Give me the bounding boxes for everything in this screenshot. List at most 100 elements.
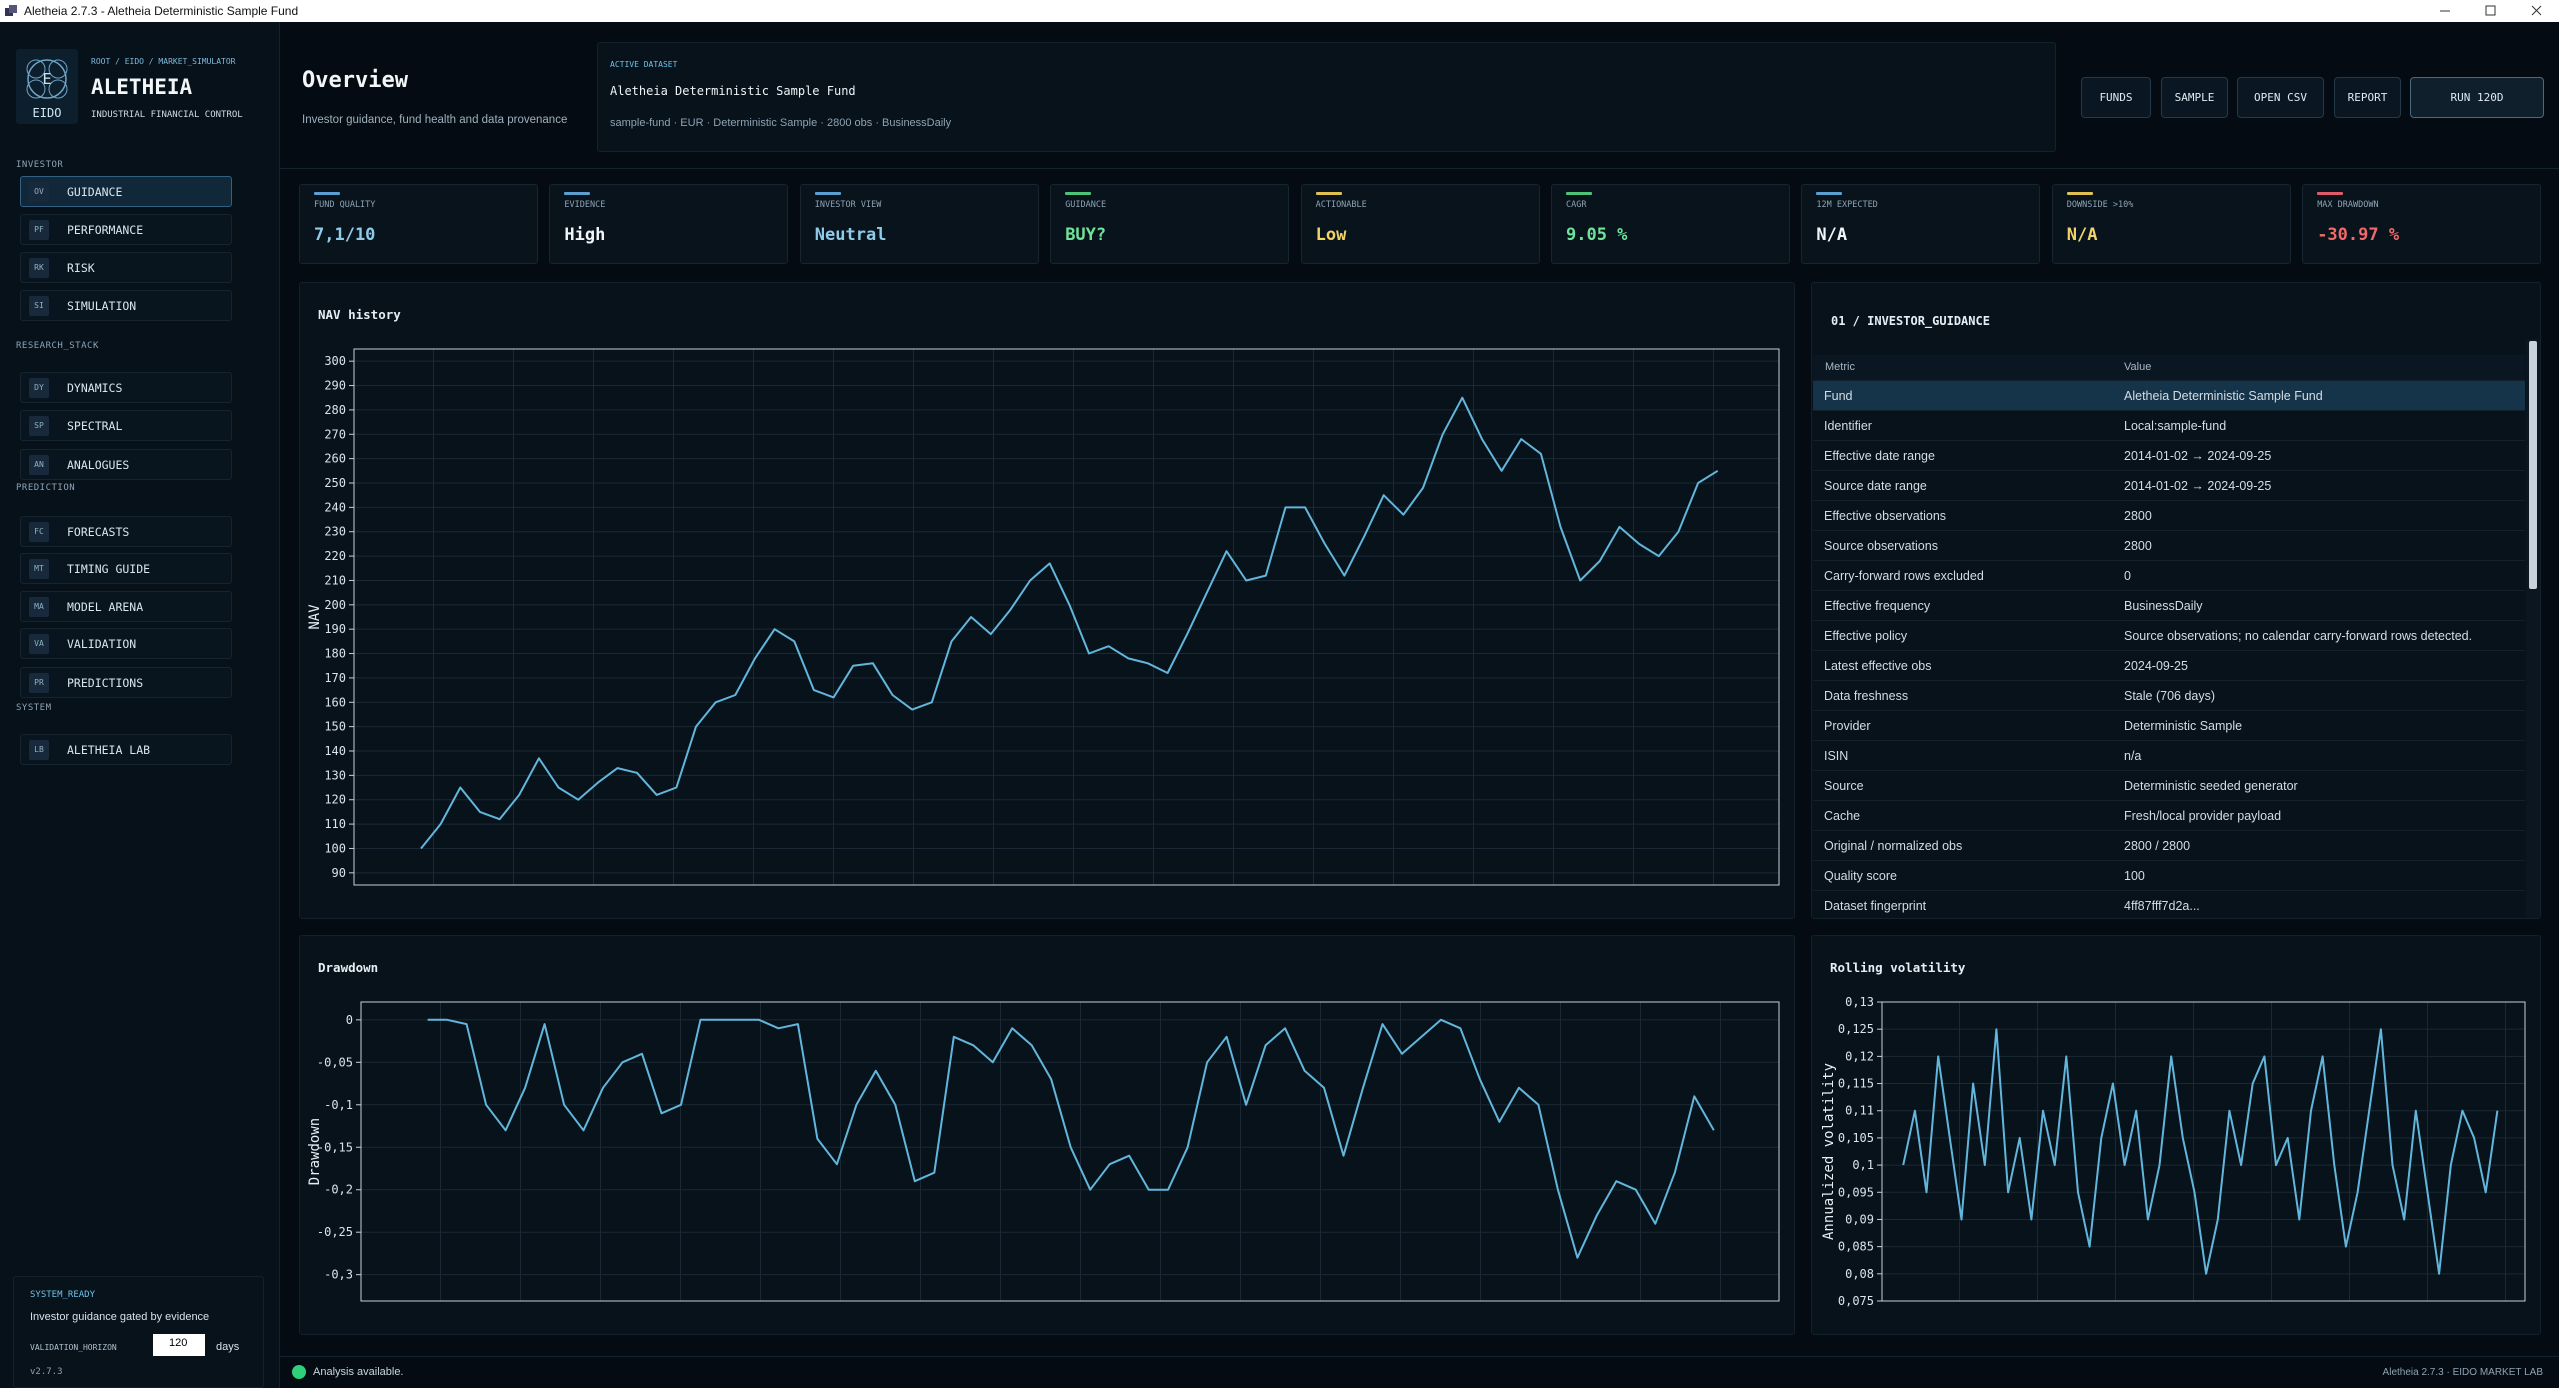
value-cell: 100 [2124, 869, 2145, 883]
chart: Drawdown 0 -0,05 -0,1 -0,15 -0,2 -0,25 -0,3 Draw… [307, 960, 1780, 1302]
logo: E EIDO [16, 49, 78, 124]
y-axis-label: Drawdown [307, 1118, 323, 1185]
window-controls[interactable] [2420, 0, 2559, 22]
dataset-box: ACTIVE DATASET Aletheia Deterministic Sa… [597, 42, 2056, 152]
nav-item[interactable]: LB ALETHEIA LAB [20, 734, 232, 765]
nav-label: VALIDATION [67, 637, 137, 651]
metric-cell: Provider [1824, 719, 1871, 733]
y-tick-label: 140 [324, 744, 346, 758]
metric-cell: Effective date range [1824, 449, 1935, 463]
toolbar-button[interactable]: RUN 120D [2410, 77, 2544, 118]
nav-label: SIMULATION [67, 299, 137, 313]
horizon-input[interactable]: 120 [153, 1334, 205, 1356]
logo-letter: E [42, 70, 51, 88]
nav-code: LB [29, 740, 49, 760]
metric-cell: Quality score [1824, 869, 1897, 883]
nav-item[interactable]: PF PERFORMANCE [20, 214, 232, 245]
y-tick-label: 120 [324, 793, 346, 807]
title-bar: Aletheia 2.7.3 - Aletheia Deterministic … [0, 0, 2559, 22]
table-row: Effective observations 2800 [1813, 501, 2525, 531]
nav-item[interactable]: MA MODEL ARENA [20, 591, 232, 622]
table-row: Effective date range 2014-01-02 → 2024-09… [1813, 441, 2525, 471]
kpi-label: MAX DRAWDOWN [2317, 200, 2379, 210]
chart-panel: Drawdown 0 -0,05 -0,1 -0,15 -0,2 -0,25 -0,3 Draw… [299, 935, 1795, 1335]
nav-code: OV [29, 182, 49, 202]
dataset-name: Aletheia Deterministic Sample Fund [610, 84, 856, 98]
y-tick-label: -0,25 [317, 1225, 353, 1239]
y-tick-label: 0,115 [1838, 1077, 1874, 1091]
data-line [1902, 1028, 2499, 1275]
nav-item[interactable]: FC FORECASTS [20, 516, 232, 547]
logo-word: EIDO [33, 106, 62, 120]
toolbar-button[interactable]: FUNDS [2081, 77, 2151, 118]
y-tick-label: -0,2 [324, 1183, 353, 1197]
kpi-accent [814, 192, 841, 195]
y-tick-label: 290 [324, 379, 346, 393]
kpi-card: GUIDANCE BUY? [1050, 184, 1290, 264]
kpi-label: 12M EXPECTED [1816, 200, 1878, 210]
toolbar-button[interactable]: OPEN CSV [2237, 77, 2324, 118]
nav-label: TIMING GUIDE [67, 562, 151, 576]
page-subtitle: Investor guidance, fund health and data … [302, 114, 568, 126]
toolbar-button[interactable]: SAMPLE [2161, 77, 2228, 118]
y-tick-label: 190 [324, 622, 346, 636]
y-tick-label: -0,05 [317, 1055, 353, 1069]
y-tick-label: 0,11 [1845, 1104, 1874, 1118]
nav-code: SI [29, 296, 49, 316]
value-cell: 2014-01-02 → 2024-09-25 [2124, 449, 2272, 463]
value-cell: 0 [2124, 569, 2131, 583]
y-tick-label: 260 [324, 452, 346, 466]
nav-item[interactable]: AN ANALOGUES [20, 449, 232, 480]
table-row: Data freshness Stale (706 days) [1813, 681, 2525, 711]
toolbar-button[interactable]: REPORT [2334, 77, 2401, 118]
y-tick-label: 0,105 [1838, 1131, 1874, 1145]
plot-frame [1881, 1001, 2526, 1302]
table-row: Original / normalized obs 2800 / 2800 [1813, 831, 2525, 861]
nav-item[interactable]: MT TIMING GUIDE [20, 553, 232, 584]
nav-item[interactable]: DY DYNAMICS [20, 372, 232, 403]
nav-item[interactable]: PR PREDICTIONS [20, 667, 232, 698]
kpi-label: ACTIONABLE [1315, 200, 1367, 210]
nav-label: RISK [67, 261, 95, 275]
nav-item[interactable]: RK RISK [20, 252, 232, 283]
metric-cell: Latest effective obs [1824, 659, 1932, 673]
y-tick-label: 220 [324, 549, 346, 563]
y-tick-label: 0,13 [1845, 995, 1874, 1009]
kpi-value: -30.97 % [2317, 225, 2400, 245]
chart: NAV history 90 100 110 120 130 140 150 160 170 180… [307, 307, 1780, 886]
status-state: SYSTEM_READY [30, 1290, 96, 1300]
kpi-accent [564, 192, 591, 195]
nav-code: FC [29, 522, 49, 542]
window-title: Aletheia 2.7.3 - Aletheia Deterministic … [24, 4, 299, 18]
nav-item[interactable]: VA VALIDATION [20, 628, 232, 659]
page-title: Overview [302, 68, 408, 93]
y-tick-label: 230 [324, 525, 346, 539]
guidance-title: 01 / INVESTOR_GUIDANCE [1831, 314, 1990, 328]
table-row: Effective frequency BusinessDaily [1813, 591, 2525, 621]
dataset-label: ACTIVE DATASET [610, 60, 678, 69]
nav-label: FORECASTS [67, 525, 130, 539]
table-row: Identifier Local:sample-fund [1813, 411, 2525, 441]
metric-cell: Effective observations [1824, 509, 1947, 523]
kpi-value: Neutral [814, 225, 887, 245]
value-cell: n/a [2124, 749, 2142, 763]
nav-section-label: PREDICTION [16, 483, 76, 493]
horizon-unit: days [216, 1341, 240, 1353]
kpi-value: 7,1/10 [314, 225, 376, 245]
kpi-card: MAX DRAWDOWN -30.97 % [2302, 184, 2542, 264]
table-header: Metric Value [1813, 355, 2525, 381]
value-cell: BusinessDaily [2124, 599, 2203, 613]
nav-item[interactable]: SP SPECTRAL [20, 410, 232, 441]
metric-cell: Fund [1824, 389, 1853, 403]
y-axis-label: NAV [307, 604, 323, 630]
value-cell: Local:sample-fund [2124, 419, 2227, 433]
metric-cell: Cache [1824, 809, 1861, 823]
nav-item[interactable]: OV GUIDANCE [20, 176, 232, 207]
nav-item[interactable]: SI SIMULATION [20, 290, 232, 321]
y-axis-label: Annualized volatility [1821, 1063, 1837, 1240]
plot-area [361, 1002, 1779, 1301]
column-header: Value [2124, 361, 2152, 373]
kpi-label: EVIDENCE [564, 200, 606, 210]
metric-cell: Effective policy [1824, 629, 1908, 643]
